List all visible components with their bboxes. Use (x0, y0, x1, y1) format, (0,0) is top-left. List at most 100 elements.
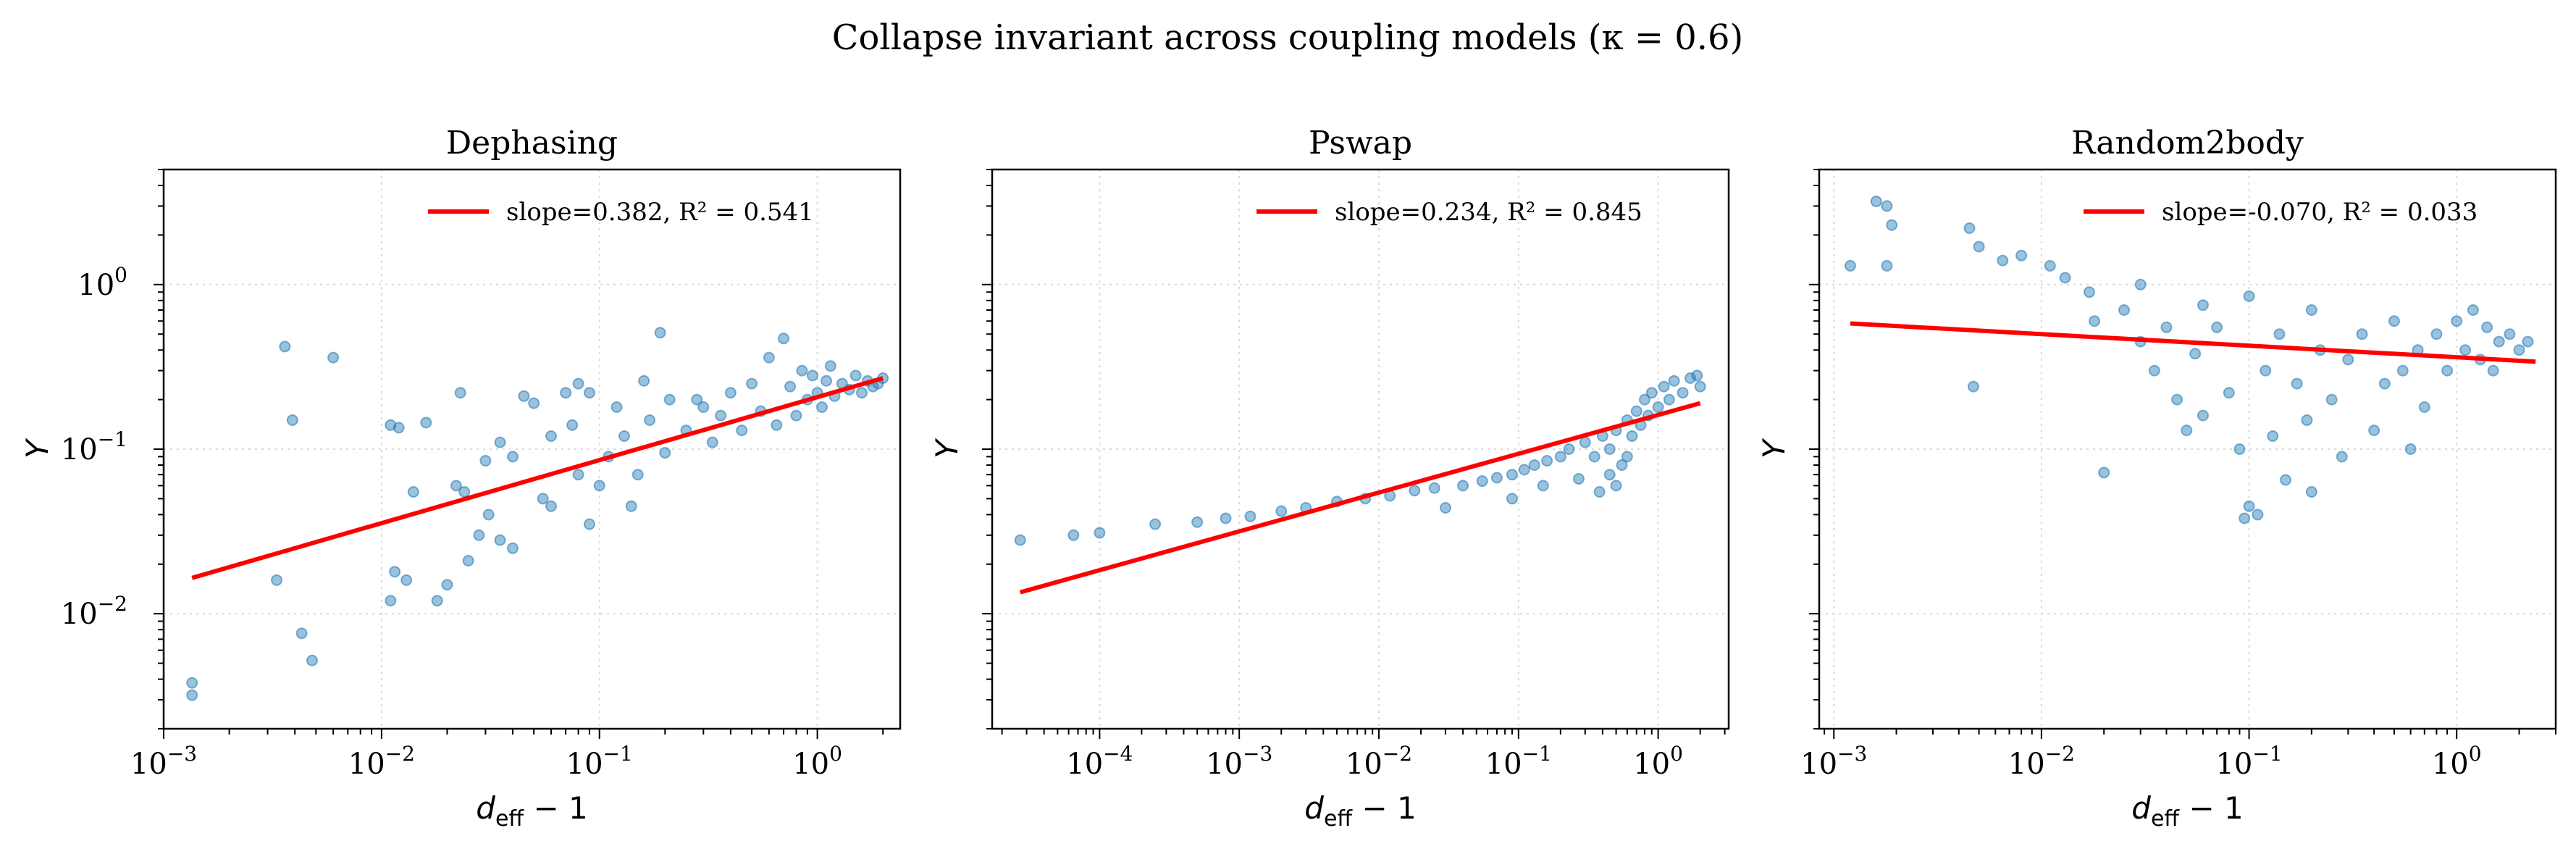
data-point (473, 529, 485, 541)
data-point (1881, 200, 1893, 212)
data-point (1685, 372, 1697, 384)
data-point (821, 375, 833, 387)
x-tick-label: 10−1 (2215, 742, 2282, 781)
panel-1: Dephasing 10−3 10−2 10−1 100 10−2 10−1 100 deff … (20, 125, 902, 832)
data-point (2481, 321, 2493, 333)
data-point (454, 387, 466, 399)
data-point (736, 424, 748, 437)
panel-2: Pswap 10−4 10−3 10−2 10−1 100 deff − 1 Yslope=0… (929, 125, 1730, 832)
data-point (691, 393, 703, 406)
data-point (2305, 485, 2317, 498)
x-tick-label: 10−2 (2008, 742, 2075, 781)
data-point (2044, 259, 2056, 272)
data-point (583, 387, 595, 399)
data-point (856, 387, 868, 399)
data-point (2356, 328, 2368, 340)
data-point (1528, 459, 1540, 472)
data-point (1626, 430, 1638, 443)
data-point (1677, 387, 1689, 399)
x-axis: 10−4 10−3 10−2 10−1 100 (1001, 729, 1726, 781)
panel-title: Dephasing (446, 125, 618, 162)
x-axis-label: deff − 1 (1304, 790, 1416, 832)
data-point (2243, 500, 2255, 512)
data-point (572, 469, 584, 481)
data-point (1588, 451, 1600, 463)
data-point (724, 387, 737, 399)
data-point (518, 390, 530, 402)
data-point (528, 397, 540, 409)
data-point (2325, 393, 2338, 406)
data-point (1149, 518, 1162, 530)
data-point (186, 689, 198, 701)
data-point (790, 409, 802, 422)
data-point (2522, 335, 2534, 348)
x-tick-label: 10−1 (1485, 742, 1552, 781)
figure-suptitle: Collapse invariant across coupling model… (832, 17, 1744, 58)
data-point (1694, 380, 1706, 393)
data-point (1439, 502, 1451, 514)
data-point (1094, 527, 1106, 539)
x-tick-label: 10−1 (566, 742, 633, 781)
data-point (1603, 469, 1616, 481)
data-point (2083, 286, 2095, 298)
x-tick-label: 100 (2432, 742, 2482, 781)
data-point (560, 387, 572, 399)
data-point (2118, 304, 2130, 316)
data-point (2451, 315, 2463, 327)
legend: slope=0.382, R² = 0.541 (428, 198, 814, 227)
scatter-points (186, 327, 889, 701)
data-point (1554, 451, 1566, 463)
x-tick-label: 10−3 (1800, 742, 1867, 781)
data-point (295, 627, 308, 640)
data-point (1490, 472, 1503, 484)
data-point (849, 369, 862, 382)
data-point (1967, 380, 1979, 393)
data-point (2418, 401, 2430, 414)
y-axis: 10−2 10−1 100 (61, 169, 164, 729)
data-point (1973, 241, 1985, 253)
data-point (482, 509, 495, 521)
data-point (638, 375, 650, 387)
data-point (2493, 335, 2505, 348)
grid (1819, 170, 2556, 729)
data-point (2089, 315, 2101, 327)
data-point (441, 579, 453, 591)
data-point (2388, 315, 2400, 327)
panel-title: Pswap (1309, 125, 1412, 162)
y-tick-label: 10−1 (61, 427, 127, 467)
grid (163, 170, 900, 729)
data-point (286, 414, 298, 426)
data-point (715, 409, 727, 422)
data-point (327, 351, 340, 364)
data-point (2441, 364, 2454, 377)
legend-fit-label: slope=-0.070, R² = 0.033 (2162, 198, 2478, 227)
data-point (306, 654, 318, 666)
data-point (1616, 459, 1628, 472)
data-point (1997, 254, 2009, 267)
data-point (583, 518, 595, 530)
data-point (462, 554, 474, 566)
y-tick-label: 10−2 (61, 592, 127, 631)
data-point (2342, 354, 2354, 366)
data-point (1844, 259, 1856, 272)
data-point (2160, 321, 2173, 333)
data-point (2273, 328, 2286, 340)
data-point (2291, 377, 2303, 390)
data-point (545, 500, 557, 512)
data-point (2368, 424, 2380, 437)
data-point (2301, 414, 2313, 426)
legend-fit-label: slope=0.382, R² = 0.541 (506, 198, 814, 227)
x-axis-label: deff − 1 (476, 790, 587, 832)
data-point (2252, 509, 2264, 521)
y-axis-label: Y (20, 438, 55, 459)
data-point (1652, 401, 1664, 414)
fit-line (1019, 401, 1701, 595)
data-point (572, 377, 584, 390)
data-point (763, 351, 775, 364)
scatter-points (1844, 196, 2534, 524)
y-axis-label: Y (1756, 438, 1792, 459)
data-point (2233, 443, 2246, 455)
data-point (2305, 304, 2317, 316)
data-point (1621, 451, 1633, 463)
data-point (1593, 485, 1606, 498)
